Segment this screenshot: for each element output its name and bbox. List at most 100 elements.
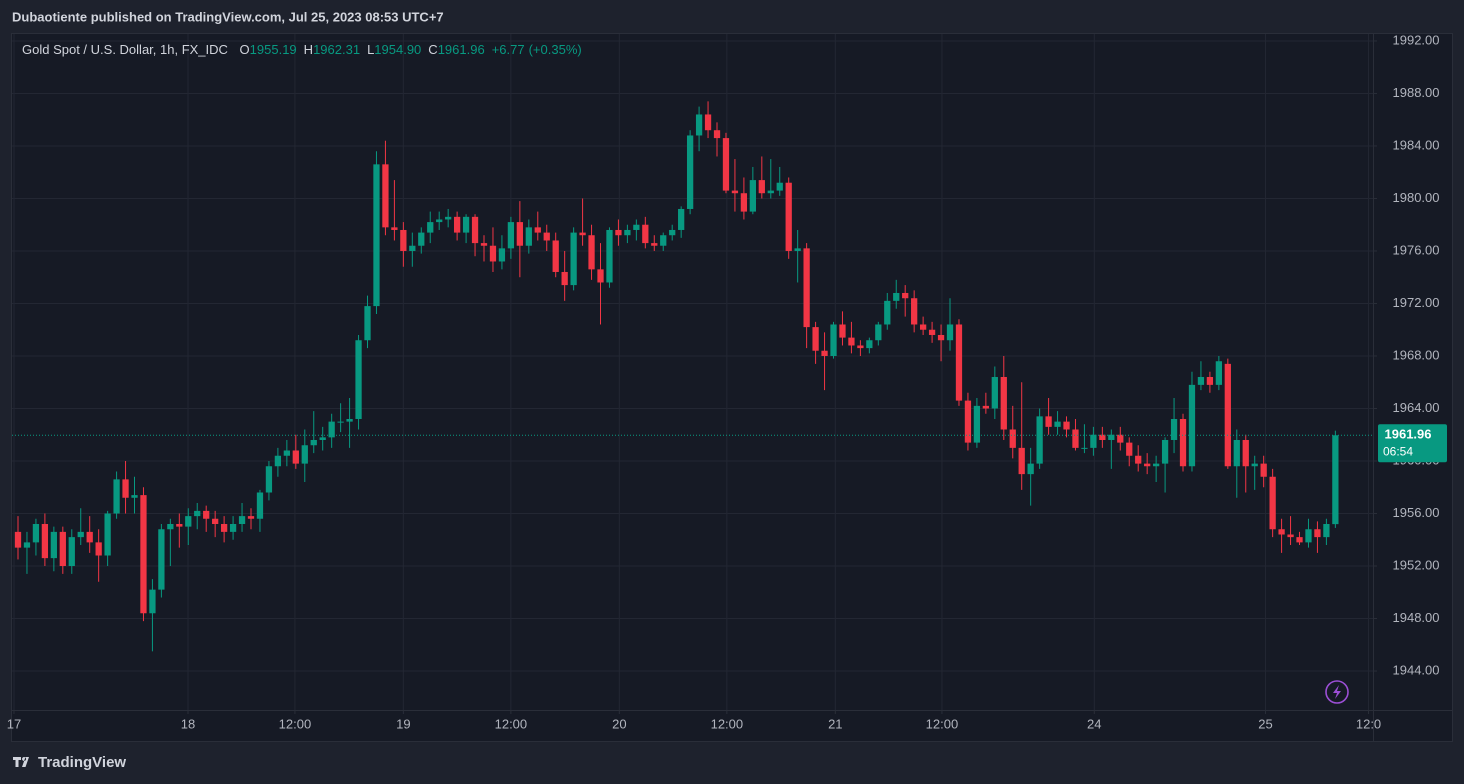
candle-body bbox=[1009, 429, 1016, 448]
candle-body bbox=[731, 190, 739, 194]
candle-body bbox=[256, 492, 264, 519]
candle-body bbox=[59, 531, 66, 567]
candle-body bbox=[1251, 463, 1258, 467]
candle-body bbox=[1287, 534, 1294, 538]
x-tick-label: 20 bbox=[612, 716, 626, 731]
candles bbox=[12, 101, 1373, 652]
y-tick-label: 1976.00 bbox=[1393, 242, 1440, 257]
candle-body bbox=[480, 243, 488, 246]
candle-body bbox=[391, 227, 398, 230]
candle-body bbox=[812, 327, 819, 351]
legend-key: H bbox=[304, 42, 313, 57]
grid bbox=[12, 34, 1373, 710]
candle-body bbox=[1090, 434, 1097, 448]
candle-body bbox=[149, 589, 156, 614]
candle-body bbox=[1000, 376, 1007, 430]
candle-body bbox=[203, 510, 210, 519]
candle-body bbox=[41, 524, 49, 559]
candle-body bbox=[740, 193, 748, 212]
y-tick-label: 1988.00 bbox=[1393, 85, 1440, 100]
y-tick-label: 1984.00 bbox=[1393, 137, 1440, 152]
candle-body bbox=[830, 324, 837, 356]
y-tick-label: 1972.00 bbox=[1393, 295, 1440, 310]
candle-body bbox=[498, 248, 506, 262]
candle-body bbox=[1144, 463, 1151, 467]
candle-body bbox=[552, 240, 559, 272]
candle-body bbox=[1323, 524, 1330, 538]
candle-body bbox=[597, 269, 604, 283]
candle-body bbox=[1081, 447, 1088, 449]
y-tick-label: 1956.00 bbox=[1393, 505, 1440, 520]
symbol-title: Gold Spot / U.S. Dollar, 1h, FX_IDC bbox=[22, 42, 228, 57]
candle-body bbox=[884, 300, 891, 325]
candle-body bbox=[821, 350, 828, 356]
x-tick-label: 25 bbox=[1258, 716, 1272, 731]
candle-body bbox=[1018, 447, 1025, 475]
candle-body bbox=[337, 421, 344, 423]
candle-body bbox=[615, 229, 622, 236]
chart-panel bbox=[11, 33, 1453, 742]
candle-body bbox=[229, 524, 237, 532]
candle-body bbox=[678, 208, 685, 230]
legend-value: 1955.19 bbox=[250, 42, 297, 57]
candle-body bbox=[1063, 421, 1070, 430]
y-tick-label: 1964.00 bbox=[1393, 400, 1440, 415]
candle-body bbox=[955, 324, 963, 401]
candle-body bbox=[185, 516, 192, 527]
candle-body bbox=[642, 224, 649, 244]
candle-body bbox=[1260, 463, 1267, 477]
candle-body bbox=[902, 292, 909, 299]
candle-body bbox=[686, 135, 694, 209]
labels: Gold Spot / U.S. Dollar, 1h, FX_IDC O195… bbox=[7, 32, 1447, 731]
candle-body bbox=[122, 479, 129, 498]
candle-body bbox=[570, 232, 577, 286]
candle-body bbox=[1108, 434, 1115, 440]
candle-body bbox=[803, 248, 810, 328]
legend-value: 1954.90 bbox=[374, 42, 421, 57]
candle-body bbox=[427, 222, 434, 233]
candle-body bbox=[23, 542, 31, 548]
candle-body bbox=[875, 324, 882, 341]
candle-body bbox=[857, 345, 864, 349]
candle-body bbox=[1233, 439, 1240, 467]
x-tick-label: 24 bbox=[1087, 716, 1101, 731]
candle-body bbox=[462, 216, 470, 233]
candle-body bbox=[1099, 434, 1106, 440]
alert-icon[interactable] bbox=[1325, 680, 1349, 704]
candle-body bbox=[453, 216, 461, 233]
legend-value: 1961.96 bbox=[438, 42, 485, 57]
candle-body bbox=[1206, 376, 1214, 385]
candle-body bbox=[382, 164, 389, 228]
candle-body bbox=[1161, 439, 1169, 464]
legend-change-pct: (+0.35%) bbox=[529, 42, 582, 57]
candle-body bbox=[32, 524, 40, 543]
candle-body bbox=[1027, 463, 1034, 475]
candle-body bbox=[292, 450, 299, 464]
price-tag-countdown: 06:54 bbox=[1383, 444, 1413, 458]
logo-text: TradingView bbox=[38, 754, 126, 771]
x-tick-label: 12:0 bbox=[1356, 716, 1381, 731]
candle-body bbox=[839, 324, 846, 338]
candle-body bbox=[722, 138, 730, 191]
candle-body bbox=[274, 455, 282, 467]
legend-value: 1962.31 bbox=[313, 42, 360, 57]
candle-body bbox=[50, 531, 57, 559]
symbol-legend: Gold Spot / U.S. Dollar, 1h, FX_IDC O195… bbox=[22, 42, 582, 57]
candle-body bbox=[633, 224, 640, 230]
x-tick-label: 12:00 bbox=[495, 716, 528, 731]
x-tick-label: 12:00 bbox=[926, 716, 959, 731]
candle-body bbox=[794, 248, 801, 251]
candle-body bbox=[194, 510, 201, 517]
candle-body bbox=[1278, 529, 1285, 535]
candle-body bbox=[713, 130, 721, 139]
candle-body bbox=[776, 182, 783, 191]
x-tick-label: 17 bbox=[7, 716, 21, 731]
candle-body bbox=[919, 324, 927, 330]
candle-body bbox=[1054, 421, 1061, 427]
candle-body bbox=[695, 114, 703, 136]
x-tick-label: 12:00 bbox=[279, 716, 312, 731]
candle-body bbox=[310, 439, 317, 446]
candle-body bbox=[238, 516, 246, 525]
candle-body bbox=[928, 329, 936, 335]
candle-body bbox=[1242, 439, 1249, 467]
